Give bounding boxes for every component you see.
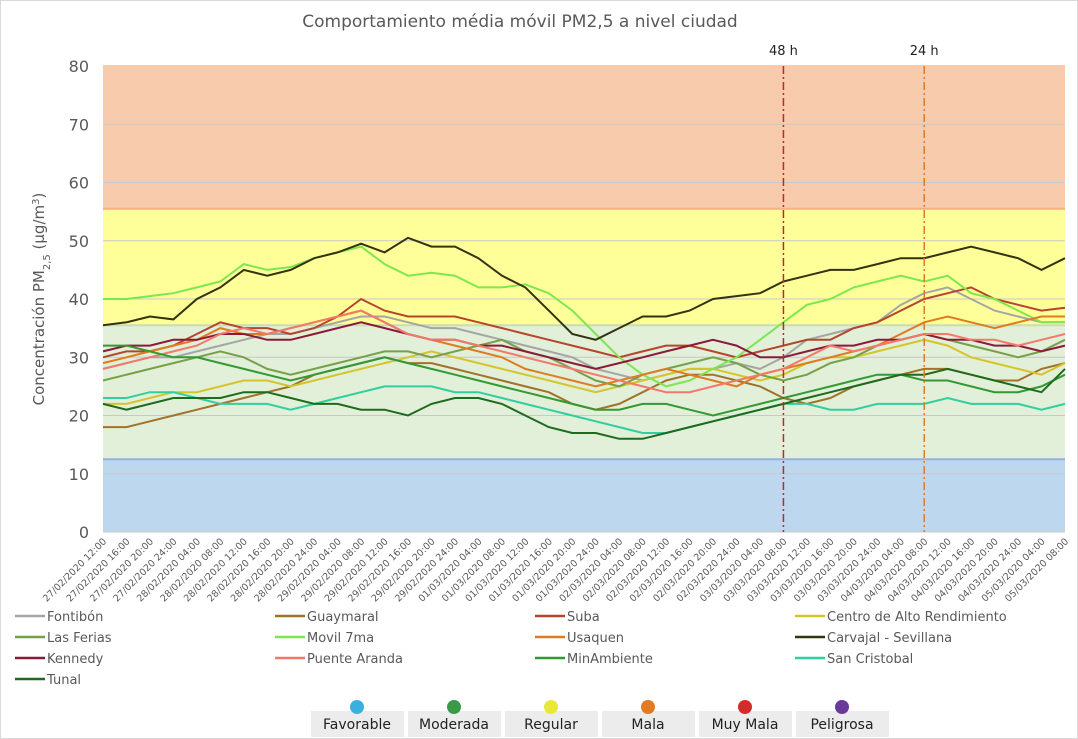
quality-legend-label: Regular — [524, 717, 578, 733]
quality-legend-box — [408, 711, 501, 737]
quality-legend-dot — [641, 700, 655, 714]
quality-legend-box — [699, 711, 792, 737]
series-line — [102, 367, 1066, 440]
legend-label: San Cristobal — [827, 652, 913, 667]
quality-legend-box — [796, 711, 889, 737]
series-line — [103, 385, 1066, 434]
quality-legend-box — [311, 711, 404, 737]
y-tick-label: 50 — [69, 232, 89, 251]
y-tick-label: 70 — [69, 115, 89, 134]
quality-legend-dot — [544, 700, 558, 714]
legend-label: MinAmbiente — [567, 652, 653, 667]
quality-legend-box — [602, 711, 695, 737]
y-label-part: (µg/m — [30, 205, 48, 254]
y-axis-label: Concentración PM2,5 (µg/m3) — [30, 193, 53, 406]
time-marker-label: 48 h — [769, 44, 798, 59]
legend-label: Kennedy — [47, 652, 104, 667]
quality-legend-dot — [350, 700, 364, 714]
quality-band — [103, 208, 1065, 326]
legend-label: Puente Aranda — [307, 652, 403, 667]
quality-legend-box — [505, 711, 598, 737]
series-line — [102, 236, 1066, 341]
y-label-part: 2,5 — [42, 254, 53, 270]
quality-legend-label: Moderada — [419, 717, 489, 733]
y-tick-label: 0 — [79, 523, 89, 542]
quality-legend-label: Favorable — [323, 717, 391, 733]
quality-legend-dot — [447, 700, 461, 714]
y-label-part: 3 — [31, 198, 42, 204]
y-tick-label: 10 — [69, 465, 89, 484]
legend-label: Las Ferias — [47, 631, 112, 646]
y-tick-label: 80 — [69, 57, 89, 76]
y-label-part: ) — [30, 193, 48, 199]
legend-label: Carvajal - Sevillana — [827, 631, 952, 646]
legend-label: Guaymaral — [307, 610, 379, 625]
quality-band — [103, 66, 1065, 209]
quality-legend-label: Peligrosa — [810, 717, 873, 733]
quality-legend-dot — [738, 700, 752, 714]
series-line — [103, 338, 1066, 405]
quality-legend-dot — [835, 700, 849, 714]
legend-label: Tunal — [46, 673, 81, 688]
chart-title: Comportamiento média móvil PM2,5 a nivel… — [302, 12, 737, 32]
y-tick-label: 60 — [69, 174, 89, 193]
quality-legend-label: Mala — [631, 717, 664, 733]
series-line — [102, 286, 1066, 359]
y-tick-label: 40 — [69, 290, 89, 309]
time-marker-label: 24 h — [910, 44, 939, 59]
legend-label: Centro de Alto Rendimiento — [827, 610, 1007, 625]
legend-label: Movil 7ma — [307, 631, 374, 646]
series-line — [102, 309, 1066, 394]
legend-label: Usaquen — [567, 631, 624, 646]
series-line — [103, 245, 1065, 388]
y-label-part: Concentración PM — [30, 270, 48, 405]
legend-label: Suba — [567, 610, 600, 625]
quality-legend-label: Muy Mala — [712, 717, 779, 733]
legend-label: Fontibón — [47, 610, 103, 625]
quality-band — [103, 459, 1065, 532]
y-tick-label: 30 — [69, 348, 89, 367]
y-tick-label: 20 — [69, 407, 89, 426]
